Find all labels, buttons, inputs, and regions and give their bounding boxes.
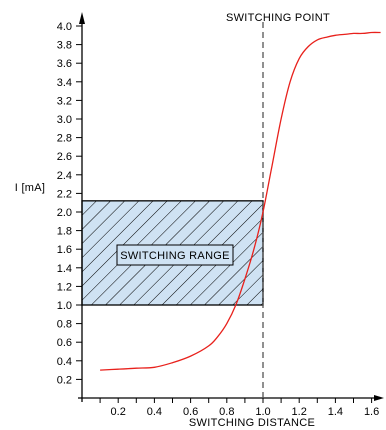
y-tick-label: 3.8	[57, 40, 72, 52]
x-tick-label: 1.2	[292, 406, 307, 418]
x-axis: 0.2 0.4 0.6 0.8 1.0 1.2 1.4 1.6	[78, 395, 384, 418]
y-tick-label: 2.0	[57, 207, 72, 219]
y-tick-label: 4.0	[57, 21, 72, 33]
x-tick-label: 0.4	[147, 406, 162, 418]
y-tick-label: 0.4	[57, 356, 72, 368]
x-axis-label: SWITCHING DISTANCE	[189, 417, 315, 429]
y-tick-label: 3.6	[57, 58, 72, 70]
y-tick-label: 1.0	[57, 300, 72, 312]
y-tick-label: 1.4	[57, 263, 72, 275]
y-axis-arrow	[79, 12, 85, 24]
y-tick-label: 2.8	[57, 133, 72, 145]
switching-point-label: SWITCHING POINT	[226, 12, 330, 24]
x-tick-label: 0.8	[219, 406, 234, 418]
x-tick-label: 0.2	[111, 406, 126, 418]
y-tick-label: 0.6	[57, 337, 72, 349]
y-axis: 0.2 0.4 0.6 0.8 1.0 1.2 1.4 1.6 1.8 2.0 2.2 2.4 2.6 2…	[57, 12, 85, 402]
x-axis-arrow	[374, 395, 384, 401]
y-tick-label: 3.4	[57, 77, 72, 89]
y-tick-label: 3.2	[57, 95, 72, 107]
y-tick-label: 3.0	[57, 114, 72, 126]
y-tick-label: 0.2	[57, 374, 72, 386]
x-tick-label: 0.6	[183, 406, 198, 418]
switching-range-label-box	[116, 244, 234, 266]
x-tick-label: 1.0	[255, 406, 270, 418]
x-tick-label: 1.4	[328, 406, 343, 418]
y-tick-label: 2.6	[57, 151, 72, 163]
y-tick-label: 2.2	[57, 188, 72, 200]
y-tick-label: 1.6	[57, 244, 72, 256]
switching-range-label: SWITCHING RANGE	[120, 250, 230, 262]
y-tick-label: 2.4	[57, 170, 72, 182]
y-tick-label: 1.8	[57, 226, 72, 238]
y-tick-label: 1.2	[57, 281, 72, 293]
x-tick-label: 1.6	[364, 406, 379, 418]
y-tick-label: 0.8	[57, 319, 72, 331]
y-axis-label: I [mA]	[15, 182, 46, 194]
switching-range-region: SWITCHING RANGE	[81, 200, 264, 306]
current-curve	[100, 31, 381, 371]
